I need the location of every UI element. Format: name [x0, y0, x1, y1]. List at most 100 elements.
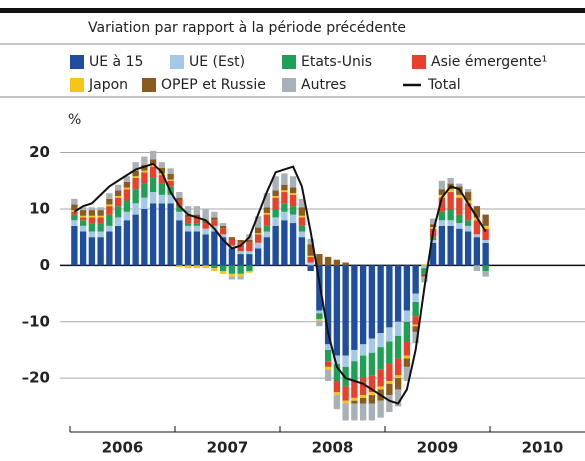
bar-segment — [246, 254, 253, 266]
bar-segment — [106, 206, 113, 215]
bar-segment — [211, 220, 218, 226]
bar-segment — [368, 392, 376, 396]
bar-segment — [324, 265, 332, 345]
bar-segment — [79, 207, 87, 211]
bar-segment — [202, 220, 209, 224]
bar-segment — [228, 276, 236, 280]
bar-segment — [123, 189, 131, 201]
bar-segment — [263, 231, 271, 238]
bar-segment — [211, 268, 218, 271]
bar-segment — [316, 320, 323, 327]
bar-segment — [263, 193, 271, 208]
bar-segment — [132, 177, 139, 190]
bar-segment — [272, 208, 279, 218]
bar-segment — [263, 212, 271, 215]
bar-segment — [281, 220, 288, 266]
bar-segment — [333, 392, 341, 396]
bar-segment — [342, 355, 349, 367]
bar-segment — [438, 197, 446, 212]
bar-segment — [211, 217, 218, 221]
bar-segment — [368, 403, 376, 421]
bar-segment — [464, 203, 472, 221]
bar-segment — [149, 164, 157, 167]
bar-segment — [359, 397, 367, 404]
bar-segment — [106, 198, 113, 205]
bar-segment — [272, 195, 279, 198]
bar-segment — [149, 159, 157, 165]
bar-segment — [202, 234, 209, 266]
bar-segment — [106, 225, 113, 232]
bar-segment — [429, 224, 437, 228]
bar-segment — [263, 214, 271, 226]
bar-segment — [123, 220, 131, 266]
bar-segment — [88, 223, 96, 232]
bar-segment — [464, 225, 472, 232]
bar-segment — [333, 355, 341, 365]
bar-segment — [237, 254, 244, 266]
bar-segment — [219, 225, 227, 229]
legend-label: Asie émergente¹ — [431, 54, 547, 70]
bar-segment — [167, 179, 174, 181]
bar-segment — [149, 166, 157, 178]
bar-segment — [482, 228, 489, 240]
bar-segment — [272, 190, 279, 196]
bar-segment — [298, 225, 306, 232]
bar-segment — [254, 234, 262, 243]
bar-segment — [386, 380, 393, 384]
bar-segment — [176, 220, 183, 266]
bar-segment — [351, 349, 358, 362]
bar-segment — [158, 194, 166, 204]
top-rule — [0, 8, 585, 13]
bar-segment — [79, 215, 87, 218]
legend-swatch — [412, 55, 426, 69]
bar-segment — [237, 242, 244, 252]
bar-segment — [184, 206, 192, 215]
bar-segment — [132, 170, 139, 177]
bar-segment — [123, 187, 131, 190]
bar-segment — [272, 217, 279, 226]
bar-segment — [403, 355, 411, 359]
bar-segment — [167, 180, 174, 187]
bar-segment — [456, 194, 463, 198]
bar-segment — [158, 162, 166, 168]
bar-segment — [114, 225, 122, 266]
bar-segment — [359, 403, 367, 421]
bar-segment — [333, 395, 341, 410]
bar-segment — [316, 254, 323, 266]
bar-segment — [237, 265, 244, 274]
bar-segment — [403, 321, 411, 342]
bar-segment — [114, 197, 122, 207]
bar-segment — [246, 251, 253, 255]
bar-segment — [403, 265, 411, 311]
bar-segment — [272, 176, 279, 191]
bar-segment — [141, 164, 148, 171]
bar-segment — [298, 237, 306, 266]
bar-segment — [289, 193, 297, 195]
bar-segment — [184, 214, 192, 218]
bar-segment — [219, 223, 227, 226]
bar-segment — [141, 208, 148, 266]
bar-segment — [377, 369, 384, 387]
bar-segment — [298, 217, 306, 226]
bar-segment — [184, 265, 192, 269]
x-year-label: 2008 — [312, 439, 354, 457]
bar-segment — [351, 400, 358, 404]
bar-segment — [228, 248, 236, 266]
bar-segment — [237, 251, 244, 255]
total-line — [73, 162, 487, 405]
bar-segment — [97, 237, 104, 266]
bar-segment — [456, 223, 463, 229]
bar-segment — [114, 190, 122, 196]
bar-segment — [456, 228, 463, 266]
bar-segment — [123, 181, 131, 188]
bar-segment — [228, 273, 236, 277]
bar-segment — [377, 265, 384, 334]
bar-segment — [88, 210, 96, 216]
bar-segment — [421, 268, 428, 274]
bar-segment — [158, 167, 166, 174]
bar-segment — [316, 313, 323, 319]
bar-segment — [211, 265, 218, 269]
bar-segment — [377, 400, 384, 418]
bar-segment — [246, 265, 253, 271]
bar-segment — [176, 206, 183, 212]
